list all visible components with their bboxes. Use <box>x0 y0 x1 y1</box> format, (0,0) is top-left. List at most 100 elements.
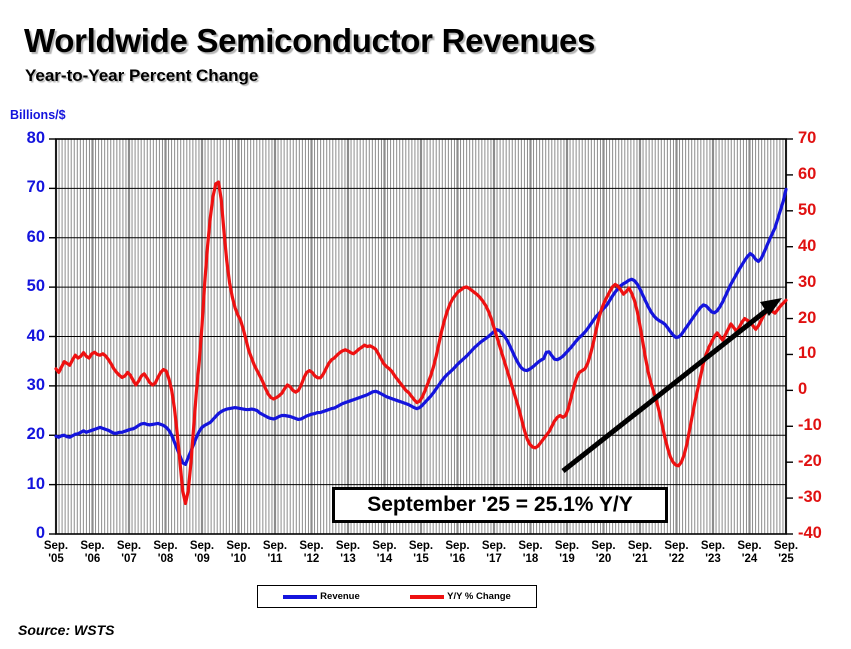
x-axis-tick-year-8: '13 <box>340 552 356 565</box>
x-axis-tick-year-7: '12 <box>303 552 320 565</box>
x-axis-tick-month-0: Sep. <box>43 540 69 552</box>
y-axis-right-tick--20: -20 <box>798 452 822 471</box>
legend-swatch-yy-change <box>410 594 445 599</box>
x-axis-tick-month-18: Sep. <box>700 540 726 552</box>
x-axis-tick-year-3: '08 <box>157 552 174 565</box>
x-axis-tick-year-12: '17 <box>486 552 502 565</box>
y-axis-right-tick-50: 50 <box>798 200 817 219</box>
x-axis-tick-month-10: Sep. <box>408 540 434 552</box>
plot-frame <box>55 138 787 535</box>
x-axis-tick-month-11: Sep. <box>445 540 470 552</box>
y-axis-right-tick--10: -10 <box>798 416 822 435</box>
x-axis-tick-2: Sep. '07 <box>105 540 153 565</box>
legend-item-revenue: Revenue <box>283 591 360 602</box>
trend-arrow-annotation <box>561 298 782 473</box>
callout-annotation-box: September '25 = 25.1% Y/Y <box>332 487 668 523</box>
x-axis-tick-10: Sep. '15 <box>397 540 445 565</box>
x-axis-tick-year-13: '18 <box>522 552 539 565</box>
x-axis-tick-year-6: '11 <box>267 552 283 565</box>
x-axis-tick-13: Sep. '18 <box>507 540 555 565</box>
x-axis-tick-year-4: '09 <box>194 552 210 565</box>
x-axis-tick-month-8: Sep. <box>335 540 361 552</box>
page-title: Worldwide Semiconductor Revenues <box>24 22 596 59</box>
x-axis-tick-6: Sep. '11 <box>251 540 299 565</box>
x-axis-tick-year-18: '23 <box>705 552 721 565</box>
axis-ticks-left <box>49 138 56 535</box>
x-axis-tick-year-0: '05 <box>48 552 64 565</box>
x-axis-tick-month-2: Sep. <box>116 540 142 552</box>
callout-text: September '25 = 25.1% Y/Y <box>367 493 633 516</box>
chart-legend: Revenue Y/Y % Change <box>257 585 537 608</box>
y-axis-left-tick-70: 70 <box>26 178 45 197</box>
x-axis-tick-19: Sep. '24 <box>726 540 774 565</box>
x-axis-tick-1: Sep. '06 <box>69 540 117 565</box>
x-axis-tick-15: Sep. '20 <box>580 540 628 565</box>
x-axis-tick-year-19: '24 <box>741 552 758 565</box>
legend-label-revenue: Revenue <box>320 591 360 602</box>
x-axis-tick-year-10: '15 <box>413 552 429 565</box>
source-note: Source: WSTS <box>18 622 115 638</box>
y-axis-right-tick--40: -40 <box>798 524 822 542</box>
y-axis-right-tick-10: 10 <box>798 344 817 363</box>
x-axis-tick-year-5: '10 <box>230 552 247 565</box>
x-axis-tick-year-14: '19 <box>559 552 575 565</box>
x-axis-tick-7: Sep. '12 <box>288 540 336 565</box>
y-axis-left-tick-80: 80 <box>26 129 45 147</box>
x-axis-tick-month-9: Sep. <box>372 540 397 552</box>
y-axis-right-tick-30: 30 <box>798 272 817 291</box>
y-axis-right-tick-60: 60 <box>798 164 817 183</box>
y-axis-left-tick-40: 40 <box>26 326 45 345</box>
x-axis-tick-16: Sep. '21 <box>616 540 664 565</box>
x-axis-tick-year-15: '20 <box>595 552 612 565</box>
x-axis-tick-18: Sep. '23 <box>689 540 737 565</box>
y-axis-right-tick-20: 20 <box>798 308 817 327</box>
x-axis-tick-year-9: '14 <box>376 552 393 565</box>
x-axis-tick-month-4: Sep. <box>189 540 215 552</box>
x-axis-tick-month-12: Sep. <box>481 540 507 552</box>
x-axis-tick-month-13: Sep. <box>518 540 543 552</box>
x-axis-tick-month-19: Sep. <box>737 540 762 552</box>
legend-item-yy-change: Y/Y % Change <box>410 591 511 602</box>
x-axis-tick-17: Sep. '22 <box>653 540 701 565</box>
legend-swatch-revenue <box>283 594 318 599</box>
x-axis-tick-year-17: '22 <box>668 552 685 565</box>
x-axis-tick-0: Sep. '05 <box>32 540 80 565</box>
x-axis-tick-year-1: '06 <box>84 552 101 565</box>
y-axis-right-tick-70: 70 <box>798 129 817 147</box>
x-axis-tick-month-7: Sep. <box>299 540 324 552</box>
y-axis-right-tick--30: -30 <box>798 488 822 507</box>
x-axis-tick-year-2: '07 <box>121 552 137 565</box>
legend-label-yy-change: Y/Y % Change <box>447 591 511 602</box>
y-axis-left-tick-10: 10 <box>26 474 45 493</box>
x-axis-tick-month-15: Sep. <box>591 540 616 552</box>
x-axis-tick-8: Sep. '13 <box>324 540 372 565</box>
x-axis-tick-3: Sep. '08 <box>142 540 190 565</box>
x-axis-tick-4: Sep. '09 <box>178 540 226 565</box>
x-axis-tick-year-11: '16 <box>449 552 466 565</box>
series-line-yy-change <box>54 180 788 506</box>
x-axis-tick-month-16: Sep. <box>627 540 653 552</box>
y-axis-right-tick-0: 0 <box>798 380 808 399</box>
x-axis-tick-year-20: '25 <box>778 552 794 565</box>
x-axis-tick-month-6: Sep. <box>262 540 288 552</box>
x-axis-tick-month-17: Sep. <box>664 540 689 552</box>
x-axis-tick-month-3: Sep. <box>153 540 178 552</box>
x-axis-tick-12: Sep. '17 <box>470 540 518 565</box>
y-axis-right-tick-40: 40 <box>798 236 817 255</box>
x-axis-tick-11: Sep. '16 <box>434 540 482 565</box>
x-axis-tick-year-16: '21 <box>632 552 648 565</box>
axis-ticks-right <box>786 138 793 535</box>
y-axis-left-tick-20: 20 <box>26 425 45 444</box>
chart-subtitle: Year-to-Year Percent Change <box>25 66 259 85</box>
x-axis-tick-9: Sep. '14 <box>361 540 409 565</box>
y-axis-left-tick-60: 60 <box>26 227 45 246</box>
y-axis-left-tick-50: 50 <box>26 277 45 296</box>
x-axis-tick-month-20: Sep. <box>773 540 799 552</box>
y-axis-left-tick-30: 30 <box>26 375 45 394</box>
x-axis-tick-20: Sep. '25 <box>762 540 810 565</box>
x-axis-tick-month-5: Sep. <box>226 540 251 552</box>
x-axis-tick-month-14: Sep. <box>554 540 580 552</box>
x-axis-tick-5: Sep. '10 <box>215 540 263 565</box>
